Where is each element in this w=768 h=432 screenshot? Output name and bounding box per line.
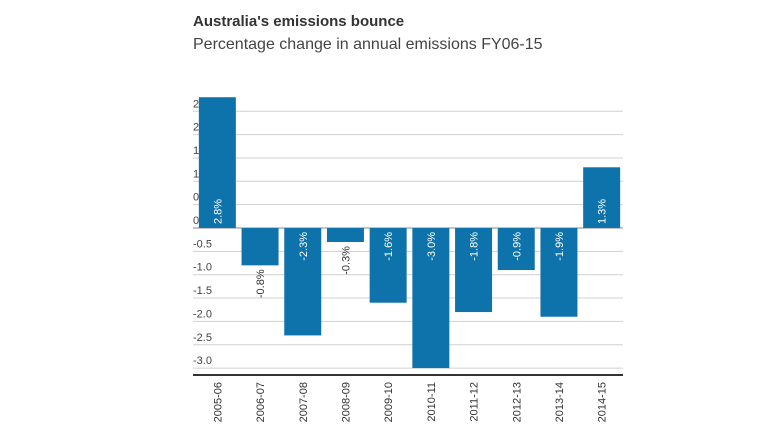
bar: [284, 228, 322, 336]
x-tick-label: 2011-12: [469, 382, 481, 422]
data-label: -1.9%: [554, 232, 566, 261]
x-tick-label: 2008-09: [340, 382, 352, 422]
y-tick-label: -1.0: [193, 262, 212, 274]
data-label: -2.3%: [298, 232, 310, 261]
x-tick-label: 2010-11: [426, 382, 438, 422]
data-label: 2.8%: [212, 199, 224, 224]
chart-subtitle: Percentage change in annual emissions FY…: [193, 36, 543, 53]
data-label: -0.3%: [340, 246, 352, 275]
bar: [326, 228, 364, 243]
x-tick-label: 2007-08: [298, 382, 310, 422]
bar: [540, 228, 578, 317]
x-tick-label: 2013-14: [554, 382, 566, 422]
data-label: -1.8%: [469, 232, 481, 261]
y-tick-label: -3.0: [193, 355, 212, 367]
x-tick-label: 2012-13: [511, 382, 523, 422]
bar: [455, 228, 493, 313]
data-label: -3.0%: [426, 232, 438, 261]
bar: [198, 97, 236, 229]
x-tick-label: 2005-06: [212, 382, 224, 422]
x-tick-label: 2009-10: [383, 382, 395, 422]
bar: [412, 228, 450, 369]
bar: [497, 228, 535, 271]
y-tick-label: -1.5: [193, 285, 212, 297]
bar: [583, 167, 621, 228]
y-tick-label: -2.0: [193, 308, 212, 320]
y-tick-label: -0.5: [193, 238, 212, 250]
bar: [241, 228, 279, 266]
chart-title: Australia's emissions bounce: [193, 13, 404, 30]
y-tick-label: -2.5: [193, 332, 212, 344]
data-label: 1.3%: [597, 199, 609, 224]
x-tick-label: 2014-15: [597, 382, 609, 422]
bar: [369, 228, 407, 303]
x-tick-label: 2006-07: [255, 382, 267, 422]
data-label: -0.9%: [511, 232, 523, 261]
data-label: -1.6%: [383, 232, 395, 261]
data-label: -0.8%: [255, 269, 267, 298]
